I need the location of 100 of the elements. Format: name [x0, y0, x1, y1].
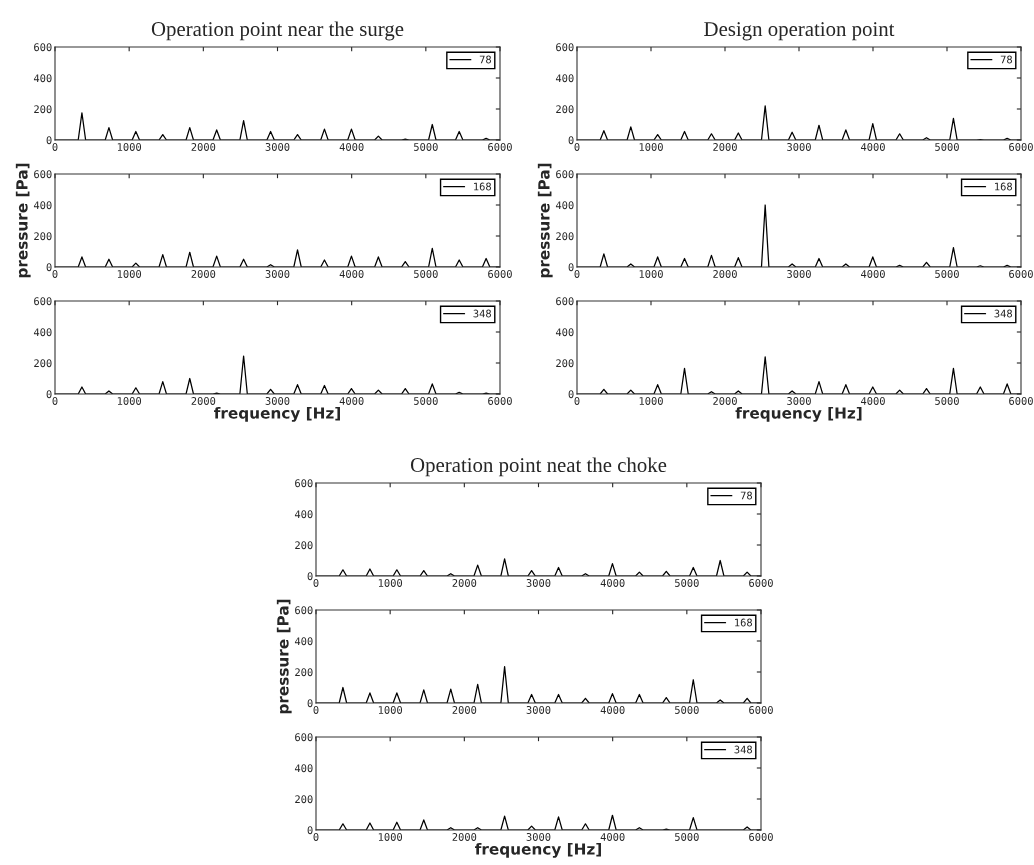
x-tick-label: 6000: [749, 833, 773, 841]
x-tick-label: 5000: [675, 579, 699, 587]
x-axis-title: frequency [Hz]: [475, 842, 601, 858]
y-tick-label: 200: [34, 359, 52, 368]
y-tick-label: 600: [556, 170, 574, 179]
y-tick-label: 400: [294, 637, 313, 646]
x-tick-label: 0: [574, 397, 580, 405]
x-tick-label: 4000: [339, 397, 364, 405]
x-tick-label: 1000: [378, 833, 403, 841]
x-tick-label: 3000: [526, 706, 551, 714]
legend-label: 168: [474, 182, 491, 191]
y-tick-label: 200: [556, 359, 574, 368]
x-tick-label: 1000: [117, 270, 142, 278]
x-tick-label: 2000: [713, 397, 737, 405]
y-tick-label: 600: [34, 170, 52, 179]
x-tick-label: 0: [574, 270, 580, 278]
x-tick-label: 6000: [749, 579, 773, 587]
x-tick-label: 5000: [414, 270, 438, 278]
legend-label: 78: [740, 491, 752, 500]
x-tick-label: 3000: [787, 397, 811, 405]
x-tick-label: 4000: [339, 270, 364, 278]
y-tick-label: 0: [568, 263, 574, 272]
x-tick-label: 0: [313, 579, 319, 587]
y-tick-label: 200: [556, 105, 574, 114]
legend-label: 348: [473, 309, 491, 318]
x-tick-label: 3000: [526, 579, 551, 587]
x-tick-label: 3000: [265, 270, 290, 278]
x-tick-label: 1000: [639, 270, 663, 278]
chart-title: Design operation point: [704, 22, 895, 41]
x-axis-title: frequency [Hz]: [214, 406, 340, 422]
y-tick-label: 0: [46, 136, 52, 145]
x-tick-label: 2000: [452, 833, 477, 841]
x-tick-label: 5000: [935, 397, 959, 405]
y-tick-label: 600: [34, 297, 52, 306]
x-tick-label: 5000: [935, 270, 959, 278]
x-tick-label: 1000: [117, 143, 142, 151]
x-tick-label: 1000: [639, 397, 663, 405]
y-tick-label: 400: [33, 201, 52, 210]
y-tick-label: 600: [556, 297, 574, 306]
x-tick-label: 4000: [860, 143, 885, 151]
y-tick-label: 400: [555, 328, 574, 337]
y-axis-title: pressure [Pa]: [15, 163, 31, 278]
y-tick-label: 0: [307, 826, 313, 835]
x-tick-label: 0: [574, 143, 580, 151]
x-axis-title: frequency [Hz]: [735, 406, 862, 422]
x-tick-label: 0: [313, 706, 319, 714]
x-tick-label: 1000: [378, 579, 403, 587]
y-tick-label: 600: [295, 733, 313, 742]
x-tick-label: 3000: [265, 397, 290, 405]
x-tick-label: 6000: [1009, 270, 1033, 278]
x-tick-label: 0: [52, 143, 58, 151]
y-tick-label: 0: [307, 699, 313, 708]
x-tick-label: 6000: [1009, 143, 1033, 151]
y-tick-label: 400: [294, 510, 313, 519]
x-tick-label: 4000: [600, 833, 625, 841]
legend-label: 348: [734, 745, 752, 754]
x-tick-label: 2000: [452, 706, 477, 714]
chart-title: Operation point neat the choke: [410, 457, 667, 477]
x-tick-label: 6000: [1009, 397, 1033, 405]
x-tick-label: 5000: [414, 397, 438, 405]
y-tick-label: 600: [295, 479, 313, 488]
y-tick-label: 200: [295, 668, 313, 677]
y-tick-label: 600: [556, 43, 574, 52]
x-tick-label: 5000: [935, 143, 959, 151]
x-tick-label: 0: [313, 833, 319, 841]
y-axis-title: pressure [Pa]: [276, 599, 292, 714]
y-tick-label: 400: [33, 328, 52, 337]
y-tick-label: 200: [34, 232, 52, 241]
y-tick-label: 0: [307, 572, 313, 581]
legend-label: 168: [735, 618, 752, 627]
y-axis-title: pressure [Pa]: [537, 163, 553, 278]
x-tick-label: 6000: [488, 270, 512, 278]
x-tick-label: 5000: [675, 833, 699, 841]
y-tick-label: 0: [568, 136, 574, 145]
x-tick-label: 2000: [452, 579, 477, 587]
y-tick-label: 200: [34, 105, 52, 114]
x-tick-label: 3000: [787, 143, 811, 151]
x-tick-label: 0: [52, 397, 58, 405]
x-tick-label: 2000: [191, 270, 216, 278]
y-tick-label: 0: [46, 390, 52, 399]
x-tick-label: 1000: [117, 397, 142, 405]
x-tick-label: 4000: [860, 397, 885, 405]
x-tick-label: 6000: [749, 706, 773, 714]
legend-label: 78: [1000, 55, 1012, 64]
x-tick-label: 4000: [860, 270, 885, 278]
y-tick-label: 400: [294, 764, 313, 773]
x-tick-label: 4000: [600, 579, 625, 587]
x-tick-label: 2000: [713, 143, 737, 151]
legend-label: 168: [995, 182, 1012, 191]
x-tick-label: 2000: [191, 143, 216, 151]
x-tick-label: 3000: [526, 833, 551, 841]
x-tick-label: 4000: [339, 143, 364, 151]
legend-label: 78: [479, 55, 491, 64]
y-tick-label: 400: [555, 201, 574, 210]
x-tick-label: 4000: [600, 706, 625, 714]
x-tick-label: 5000: [675, 706, 699, 714]
x-tick-label: 1000: [639, 143, 663, 151]
y-tick-label: 200: [295, 541, 313, 550]
x-tick-label: 1000: [378, 706, 403, 714]
x-tick-label: 3000: [265, 143, 290, 151]
